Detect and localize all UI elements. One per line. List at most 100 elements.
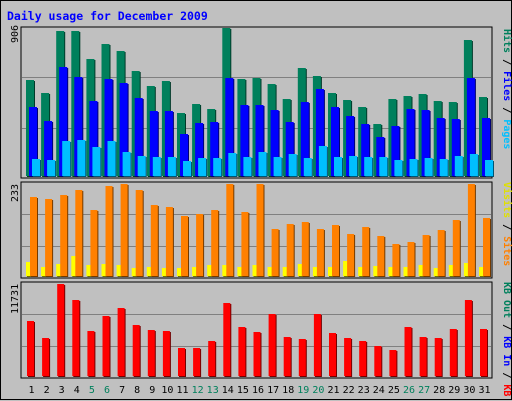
bar-files-day-6 [104,79,114,177]
x-label-day-26: 26 [403,385,415,396]
bar-files-day-6-body [104,79,113,176]
bar-files-day-23-body [361,124,370,176]
legend-panel1: Hits / Files / Pages [501,29,512,149]
bar-kbf-day-8 [132,325,141,377]
x-label-day-18: 18 [282,385,294,396]
bar-kbf-day-16-body [253,332,261,376]
bar-files-day-28 [436,118,446,177]
bar-kbf-day-10-body [162,331,170,376]
bar-files-day-19 [300,102,310,177]
bar-visits-day-5-body [86,265,94,276]
bars-kbytes [27,284,488,377]
x-label-day-20: 20 [312,385,324,396]
bar-pages-day-30 [469,154,479,177]
bar-files-day-18-body [285,122,294,176]
bar-files-day-25 [391,126,401,177]
bar-kbf-day-30-body [464,300,472,376]
x-label-day-24: 24 [373,385,385,396]
bar-sites-day-8-body [135,190,143,276]
bar-sites-day-27-body [422,235,430,276]
x-label-day-31: 31 [478,385,490,396]
bar-sites-day-6 [105,186,114,277]
x-label-day-5: 5 [89,385,95,396]
bars-hits-files-pages [26,28,494,177]
bar-sites-day-26-body [407,242,415,276]
bar-kbf-day-4 [72,300,81,377]
bar-sites-day-14-body [226,184,234,276]
bar-files-day-7 [119,83,129,177]
bar-visits-day-21-body [328,267,335,276]
bar-pages-day-25-body [394,160,403,176]
bar-pages-day-12 [198,158,208,177]
bar-files-day-2 [44,121,54,177]
x-label-day-28: 28 [433,385,445,396]
bar-files-day-27-body [421,110,430,176]
bar-sites-day-11 [181,216,189,277]
panel-kbytes [20,281,493,379]
bar-kbf-day-7 [117,308,126,377]
bar-pages-day-3 [62,141,72,177]
bar-sites-day-12 [196,214,205,277]
bar-kbf-day-18 [283,337,292,377]
bar-files-day-18 [285,122,295,177]
bar-sites-day-22 [347,234,356,277]
bar-sites-day-18-body [286,224,294,276]
bar-visits-day-12-body [192,267,200,276]
bars-sites-visits [26,184,491,277]
bar-pages-day-20 [318,146,328,177]
bar-kbf-day-25-body [389,350,397,376]
bar-visits-day-3-body [56,264,64,276]
bar-files-day-3-body [59,67,68,176]
ymax-label-sites: 233 [10,184,21,202]
x-axis-labels: 1 2 3 4 5 6 7 8 9 10 11 12 13 14 15 16 17 18 19 20 21 22 23 24 2… [28,385,490,396]
bar-sites-day-10 [165,207,174,277]
bar-sites-day-13 [211,210,220,277]
bar-files-day-15 [240,105,250,177]
bar-sites-day-15-body [241,212,249,276]
bar-pages-day-17 [273,157,283,177]
ymax-label-kbytes: 11731 [10,284,21,314]
x-label-day-13: 13 [207,385,219,396]
bar-files-day-26-body [406,109,415,176]
bar-sites-day-11-body [181,216,188,276]
bar-visits-day-9-body [146,267,154,276]
bar-pages-day-16 [258,152,268,177]
x-label-day-23: 23 [358,385,370,396]
bar-files-day-30 [466,78,476,177]
bar-kbf-day-1-body [27,321,34,376]
bar-files-day-29-body [451,119,460,176]
bar-kbf-day-4-body [72,300,80,376]
bar-kbf-day-22-body [344,338,352,376]
bar-files-day-23 [361,124,371,177]
bar-pages-day-4 [77,140,87,177]
x-label-day-10: 10 [161,385,173,396]
x-label-day-15: 15 [237,385,249,396]
bar-kbf-day-13-body [208,341,216,376]
bar-files-day-26 [406,109,416,177]
bar-sites-day-9 [150,205,159,277]
bar-sites-day-23 [362,227,371,277]
x-label-day-17: 17 [267,385,279,396]
x-label-day-16: 16 [252,385,264,396]
bar-kbf-day-1 [27,321,35,377]
bar-kbf-day-3 [57,284,66,377]
bar-kbf-day-13 [208,341,217,377]
bar-kbf-day-19 [298,339,307,377]
bar-visits-day-2-body [41,267,49,276]
bar-sites-day-7 [120,184,129,277]
legend-files: Files [501,71,512,101]
x-label-day-21: 21 [327,385,339,396]
bar-files-day-14-body [225,78,234,176]
bar-kbf-day-24-body [374,346,382,376]
bar-visits-day-25-body [388,267,396,276]
bar-files-day-29 [451,119,461,177]
bar-kbf-day-2 [42,338,51,377]
bar-pages-day-18-body [288,154,297,176]
x-label-day-30: 30 [463,385,475,396]
bar-kbf-day-9 [147,330,156,377]
bar-files-day-9-body [149,111,158,176]
bar-files-day-31-body [482,118,490,176]
bar-pages-day-5 [92,147,102,177]
x-label-day-2: 2 [44,385,50,396]
